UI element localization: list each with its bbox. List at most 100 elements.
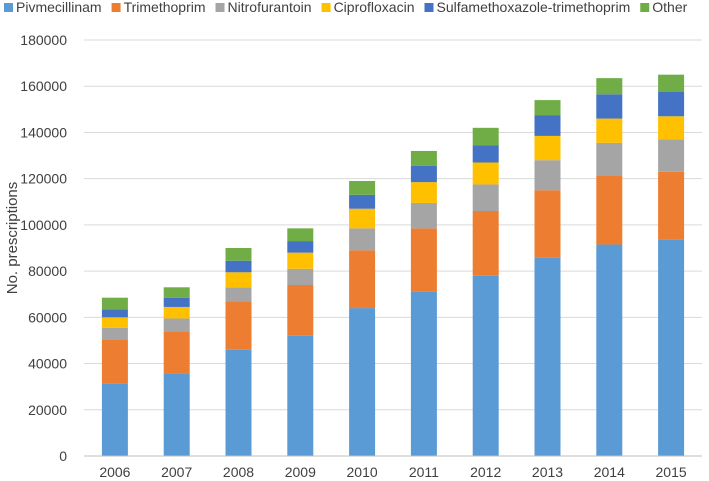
bar-segment-ciprofloxacin (226, 272, 252, 287)
bar-segment-sulfamethoxazole-trimethoprim (349, 195, 375, 209)
x-tick-label: 2014 (594, 464, 625, 480)
bar-stack-2007 (164, 287, 190, 456)
legend-label: Sulfamethoxazole-trimethoprim (437, 0, 631, 15)
bars (102, 75, 684, 456)
bar-segment-sulfamethoxazole-trimethoprim (411, 166, 437, 182)
bar-segment-other (226, 248, 252, 261)
bar-segment-nitrofurantoin (349, 228, 375, 250)
bar-segment-other (596, 78, 622, 94)
x-tick-label: 2009 (285, 464, 316, 480)
bar-segment-pivmecillinam (102, 383, 128, 456)
y-tick-label: 100000 (20, 217, 67, 233)
bar-segment-trimethoprim (102, 339, 128, 383)
bar-segment-sulfamethoxazole-trimethoprim (473, 145, 499, 162)
x-axis-ticks: 2006 2007 2008 2009 2010 2011 2012 2013 2014 2015 (99, 464, 687, 480)
bar-segment-trimethoprim (287, 285, 313, 336)
legend-swatch (4, 3, 13, 12)
bar-segment-nitrofurantoin (226, 287, 252, 301)
y-tick-label: 20000 (28, 402, 67, 418)
y-tick-label: 0 (59, 448, 67, 464)
legend: Pivmecillinam Trimethoprim Nitrofurantoin C… (4, 0, 688, 15)
bar-segment-pivmecillinam (164, 374, 190, 456)
bar-segment-nitrofurantoin (164, 318, 190, 331)
x-tick-label: 2007 (161, 464, 192, 480)
y-tick-label: 160000 (20, 78, 67, 94)
bar-segment-other (535, 100, 561, 115)
legend-swatch (112, 3, 121, 12)
bar-segment-nitrofurantoin (658, 139, 684, 171)
bar-segment-sulfamethoxazole-trimethoprim (596, 94, 622, 118)
bar-segment-trimethoprim (349, 250, 375, 308)
bar-segment-pivmecillinam (287, 336, 313, 456)
legend-label: Ciprofloxacin (334, 0, 415, 15)
legend-swatch (322, 3, 331, 12)
y-tick-label: 40000 (28, 356, 67, 372)
bar-stack-2008 (226, 248, 252, 456)
bar-segment-nitrofurantoin (596, 143, 622, 175)
bar-segment-pivmecillinam (658, 240, 684, 456)
bar-stack-2014 (596, 78, 622, 456)
bar-segment-sulfamethoxazole-trimethoprim (535, 115, 561, 136)
bar-segment-ciprofloxacin (411, 182, 437, 203)
y-axis-ticks: 0 20000 40000 60000 80000 100000 120000 140000 1… (20, 32, 67, 464)
bar-segment-trimethoprim (164, 331, 190, 374)
bar-segment-ciprofloxacin (535, 136, 561, 160)
bar-segment-other (473, 128, 499, 145)
y-axis-label: No. prescriptions (4, 182, 21, 295)
bar-segment-ciprofloxacin (596, 119, 622, 143)
bar-segment-nitrofurantoin (411, 203, 437, 228)
bar-segment-sulfamethoxazole-trimethoprim (287, 241, 313, 253)
bar-stack-2013 (535, 100, 561, 456)
bar-segment-pivmecillinam (226, 350, 252, 456)
bar-segment-nitrofurantoin (535, 160, 561, 190)
bar-segment-trimethoprim (226, 301, 252, 350)
bar-segment-ciprofloxacin (102, 317, 128, 327)
bar-segment-trimethoprim (658, 172, 684, 240)
legend-swatch (640, 3, 649, 12)
bar-segment-sulfamethoxazole-trimethoprim (658, 92, 684, 116)
legend-label: Pivmecillinam (16, 0, 102, 15)
bar-segment-ciprofloxacin (349, 209, 375, 229)
bar-segment-sulfamethoxazole-trimethoprim (164, 298, 190, 307)
legend-label: Other (652, 0, 687, 15)
x-tick-label: 2008 (223, 464, 254, 480)
bar-segment-pivmecillinam (349, 308, 375, 456)
bar-segment-pivmecillinam (411, 292, 437, 456)
legend-swatch (216, 3, 225, 12)
bar-segment-other (411, 151, 437, 166)
bar-segment-other (164, 287, 190, 297)
bar-segment-ciprofloxacin (287, 253, 313, 269)
legend-item: Other (640, 0, 687, 15)
bar-segment-pivmecillinam (473, 276, 499, 456)
y-tick-label: 80000 (28, 263, 67, 279)
legend-label: Nitrofurantoin (228, 0, 312, 15)
legend-label: Trimethoprim (124, 0, 206, 15)
x-tick-label: 2006 (99, 464, 130, 480)
bar-segment-trimethoprim (596, 175, 622, 244)
bar-segment-trimethoprim (535, 190, 561, 257)
legend-item: Pivmecillinam (4, 0, 102, 15)
bar-segment-other (102, 298, 128, 310)
y-tick-label: 180000 (20, 32, 67, 48)
stacked-bar-chart: Pivmecillinam Trimethoprim Nitrofurantoin C… (0, 0, 709, 481)
bar-segment-ciprofloxacin (658, 116, 684, 139)
bar-segment-sulfamethoxazole-trimethoprim (226, 261, 252, 273)
x-tick-label: 2015 (656, 464, 687, 480)
bar-segment-ciprofloxacin (473, 162, 499, 184)
bar-segment-trimethoprim (473, 211, 499, 276)
legend-item: Ciprofloxacin (322, 0, 415, 15)
legend-item: Sulfamethoxazole-trimethoprim (425, 0, 631, 15)
bar-stack-2011 (411, 151, 437, 456)
bar-segment-ciprofloxacin (164, 307, 190, 319)
bar-segment-pivmecillinam (596, 245, 622, 456)
bar-stack-2012 (473, 128, 499, 456)
bar-stack-2015 (658, 75, 684, 456)
x-tick-label: 2012 (470, 464, 501, 480)
y-tick-label: 140000 (20, 124, 67, 140)
legend-item: Trimethoprim (112, 0, 206, 15)
legend-swatch (425, 3, 434, 12)
y-tick-label: 120000 (20, 171, 67, 187)
bar-segment-nitrofurantoin (287, 269, 313, 285)
x-tick-label: 2013 (532, 464, 563, 480)
bar-segment-other (287, 228, 313, 241)
